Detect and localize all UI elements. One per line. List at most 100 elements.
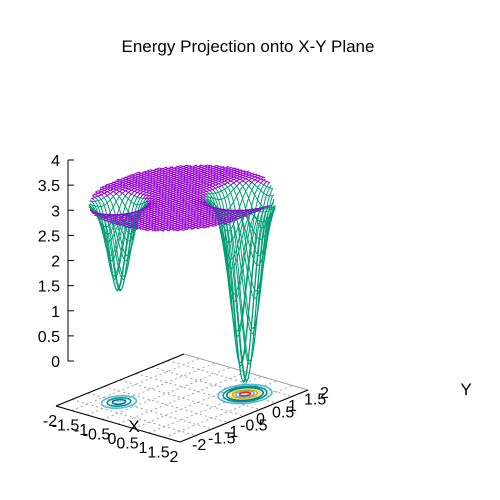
- mesh-line: [104, 212, 131, 222]
- grid-line-y: [151, 366, 277, 404]
- y-tick-label: 0.5: [272, 405, 294, 422]
- mesh-line: [120, 164, 187, 196]
- mesh-line: [175, 166, 230, 185]
- mesh-line: [132, 200, 207, 229]
- mesh-line: [91, 196, 106, 203]
- mesh-line: [172, 209, 228, 231]
- mesh-line: [107, 168, 240, 223]
- mesh-line: [213, 205, 269, 227]
- mesh-line: [190, 209, 244, 230]
- grid-line-x: [102, 367, 231, 420]
- contour-line: [222, 385, 268, 403]
- grid-line-y: [135, 373, 261, 410]
- contour-line: [226, 386, 265, 402]
- base-contours: [100, 383, 273, 410]
- x-tick-label: 1.5: [147, 445, 169, 462]
- x-tick-label: -1.5: [52, 418, 80, 435]
- mesh-line: [136, 164, 208, 198]
- mesh-line: [144, 204, 211, 231]
- mesh-line: [263, 181, 268, 186]
- grid-line-y: [71, 399, 197, 436]
- mesh-line: [99, 214, 116, 220]
- base-edge: [179, 389, 309, 443]
- contour-line: [100, 394, 138, 410]
- mesh-line: [156, 207, 218, 232]
- mesh-line: [245, 174, 260, 184]
- mesh-line: [139, 164, 213, 199]
- x-axis-label: X: [128, 417, 139, 436]
- mesh-line: [95, 169, 151, 193]
- mesh-line: [91, 195, 97, 200]
- mesh-line: [131, 193, 145, 199]
- contour-line: [111, 398, 127, 406]
- mesh-line: [230, 172, 254, 186]
- mesh-line: [255, 176, 265, 184]
- x-tick-label: 1: [139, 440, 148, 457]
- x-tick-label: -1: [74, 422, 88, 439]
- y-tick-label: -2: [192, 437, 206, 454]
- mesh-line: [129, 164, 198, 197]
- z-tick-label: 3.5: [38, 178, 60, 195]
- mesh-line: [183, 209, 239, 231]
- grid-line-y: [103, 386, 229, 423]
- mesh-line: [206, 184, 239, 200]
- mesh-line: [88, 194, 116, 208]
- mesh-line: [214, 185, 272, 383]
- mesh-line: [177, 209, 233, 232]
- chart-title: Energy Projection onto X-Y Plane: [122, 37, 375, 56]
- y-tick-label: -0.5: [240, 418, 268, 435]
- z-tick-label: 2: [51, 254, 60, 271]
- mesh-line: [98, 213, 111, 218]
- contour-line: [229, 387, 261, 401]
- mesh-line: [142, 165, 217, 199]
- x-tick-label: 2: [170, 449, 179, 466]
- grid-line-y: [167, 360, 293, 397]
- mesh-line: [151, 206, 215, 232]
- x-tick-label: 0.5: [116, 436, 138, 453]
- mesh-line: [97, 213, 107, 217]
- mesh-line: [92, 212, 100, 215]
- contour-line: [232, 388, 259, 400]
- mesh-line: [242, 209, 274, 223]
- z-tick-label: 1: [51, 304, 60, 321]
- contour-line: [217, 383, 273, 405]
- z-tick-label: 0.5: [38, 329, 60, 346]
- mesh-line: [259, 181, 273, 190]
- y-tick-label: 2: [320, 385, 329, 402]
- base-edge: [55, 353, 185, 407]
- mesh-line: [249, 175, 262, 185]
- mesh-line: [237, 173, 257, 185]
- grid-line-y: [87, 392, 213, 430]
- mesh-line: [145, 166, 225, 203]
- mesh-line: [91, 195, 131, 256]
- grid-line-y: [119, 379, 245, 417]
- y-tick-label: 1.5: [304, 392, 326, 409]
- mesh-line: [124, 165, 192, 197]
- mesh-line: [133, 164, 202, 197]
- mesh-line: [128, 198, 205, 229]
- mesh-line: [102, 213, 122, 221]
- x-axis-ticks: -2-1.5-1-0.50 0.5 1 1.5 2: [43, 413, 179, 466]
- mesh-line: [105, 166, 174, 198]
- mesh-line: [147, 166, 229, 204]
- z-tick-label: 2.5: [38, 228, 60, 245]
- x-tick-label: -2: [43, 413, 57, 430]
- mesh-line: [207, 184, 231, 195]
- mesh-line: [94, 213, 102, 216]
- base-edge: [55, 405, 181, 443]
- mesh-line: [90, 166, 168, 200]
- mesh-line: [150, 169, 213, 190]
- mesh-line: [224, 207, 265, 225]
- mesh-line: [114, 170, 250, 226]
- mesh-line: [114, 165, 181, 196]
- mesh-line: [122, 193, 208, 227]
- mesh-line: [146, 167, 232, 205]
- grid-line-x: [86, 362, 216, 416]
- mesh-line: [143, 167, 236, 209]
- y-tick-label: 0: [256, 411, 265, 428]
- grid-line-x: [117, 371, 247, 425]
- y-axis-label: Y: [460, 380, 471, 399]
- z-axis: 0 0.5 1 1.5 2 2.5 3 3.5 4: [38, 153, 74, 371]
- mesh-line: [238, 207, 276, 240]
